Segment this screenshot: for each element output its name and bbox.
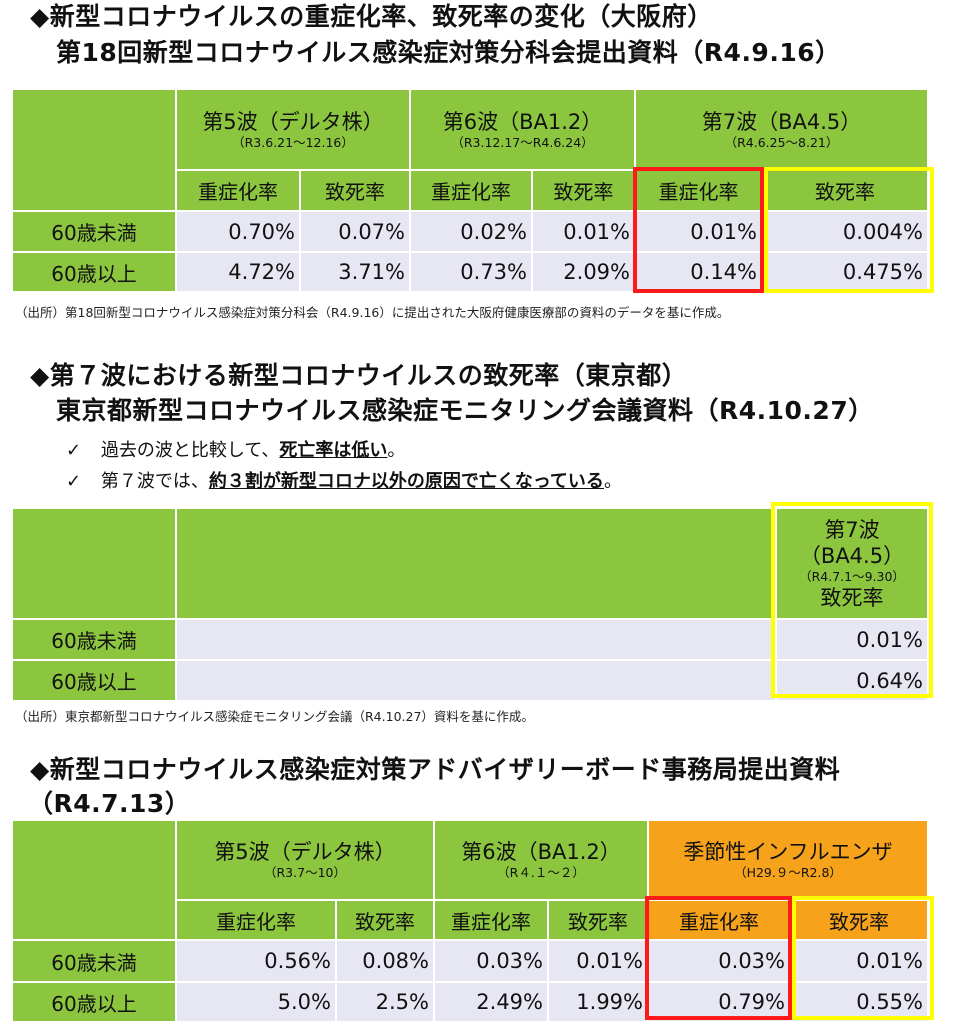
section1-title-line2: 第18回新型コロナウイルス感染症対策分科会提出資料（R4.9.16） [56, 38, 841, 67]
value-cell: 2.5% [336, 982, 434, 1022]
value-cell: 0.64% [776, 660, 928, 701]
row-label: 60歳未満 [12, 619, 176, 660]
value-cell: 0.03% [434, 940, 548, 982]
sub-header-severity: 重症化率 [648, 900, 790, 940]
col-name: 第6波（BA1.2） [442, 109, 603, 134]
value-cell: 5.0% [176, 982, 336, 1022]
check-icon: ✓ [66, 471, 82, 492]
row-label: 60歳以上 [12, 252, 176, 292]
check-icon: ✓ [66, 440, 82, 461]
value-cell: 3.71% [300, 252, 410, 292]
col-header-wave7: 第7波（BA4.5） （R4.6.25～8.21） [635, 89, 928, 170]
col-name: 第5波（デルタ株） [214, 840, 396, 864]
value-cell: 0.01% [776, 619, 928, 660]
sub-header-fatality: 致死率 [820, 585, 884, 610]
col-name: 第7波（BA4.5） [701, 109, 862, 134]
col-name: 第5波（デルタ株） [202, 109, 384, 134]
value-cell: 0.08% [336, 940, 434, 982]
col-header-wave7-tokyo: 第7波 （BA4.5） （R4.7.1～9.30） 致死率 [776, 508, 928, 619]
col-name: 第7波 [824, 517, 880, 542]
row-label: 60歳以上 [12, 660, 176, 701]
section1-title-line1: ◆新型コロナウイルスの重症化率、致死率の変化（大阪府） [30, 2, 713, 31]
col-header-wave6: 第6波（BA1.2） （R４.１～２） [434, 820, 648, 900]
col-period: （R4.6.25～8.21） [724, 134, 839, 150]
col-header-seasonal-flu: 季節性インフルエンザ （H29.９～R2.8） [648, 820, 928, 900]
sub-header-severity: 重症化率 [434, 900, 548, 940]
section2-source-note: （出所）東京都新型コロナウイルス感染症モニタリング会議（R4.10.27）資料を… [15, 709, 534, 724]
value-cell: 0.07% [300, 211, 410, 252]
value-cell: 0.70% [176, 211, 300, 252]
corner-cell [12, 89, 176, 211]
col-period: （R4.7.1～9.30） [799, 568, 905, 584]
bullet-text: 過去の波と比較して、 [100, 440, 280, 461]
bullet-text: 第７波では、 [100, 471, 209, 492]
value-cell: 0.55% [790, 982, 928, 1022]
bullet-emphasis: 死亡率は低い [279, 440, 388, 461]
value-cell: 0.14% [635, 252, 762, 292]
bullet-text-end: 。 [387, 440, 406, 461]
col-name-variant: （BA4.5） [799, 543, 905, 568]
col-period: （R3.6.21～12.16） [232, 134, 354, 150]
sub-header-severity: 重症化率 [410, 170, 532, 211]
sub-header-severity: 重症化率 [176, 170, 300, 211]
bullet-text-end: 。 [603, 471, 622, 492]
sub-header-fatality: 致死率 [790, 900, 928, 940]
col-period: （R3.7～10） [264, 865, 346, 880]
sub-header-fatality: 致死率 [532, 170, 635, 211]
col-name: 季節性インフルエンザ [683, 840, 893, 864]
value-cell: 0.79% [648, 982, 790, 1022]
bullet-emphasis: 約３割が新型コロナ以外の原因で亡くなっている [208, 471, 604, 492]
sub-header-fatality: 致死率 [300, 170, 410, 211]
bullet-item: ✓ 第７波では、約３割が新型コロナ以外の原因で亡くなっている。 [66, 467, 622, 493]
section3-title-line2: （R4.7.13） [28, 789, 191, 818]
col-period: （R４.１～２） [497, 865, 585, 880]
sub-header-fatality: 致死率 [336, 900, 434, 940]
sub-header-severity: 重症化率 [176, 900, 336, 940]
value-cell: 0.475% [762, 252, 928, 292]
corner-cell [12, 820, 176, 940]
sub-header-fatality: 致死率 [762, 170, 928, 211]
row-label: 60歳以上 [12, 982, 176, 1022]
value-cell: 0.01% [790, 940, 928, 982]
blank-cell [176, 660, 776, 701]
value-cell: 2.49% [434, 982, 548, 1022]
row-label: 60歳未満 [12, 211, 176, 252]
col-period: （R3.12.17～R4.6.24） [451, 134, 594, 150]
value-cell: 0.56% [176, 940, 336, 982]
row-label: 60歳未満 [12, 940, 176, 982]
value-cell: 0.03% [648, 940, 790, 982]
blank-header [176, 508, 776, 619]
value-cell: 0.01% [532, 211, 635, 252]
value-cell: 2.09% [532, 252, 635, 292]
section2-title-line1: ◆第７波における新型コロナウイルスの致死率（東京都） [30, 361, 688, 390]
value-cell: 1.99% [548, 982, 648, 1022]
value-cell: 0.73% [410, 252, 532, 292]
section2-title-line2: 東京都新型コロナウイルス感染症モニタリング会議資料（R4.10.27） [56, 396, 874, 425]
col-name: 第6波（BA1.2） [461, 840, 621, 864]
value-cell: 0.004% [762, 211, 928, 252]
value-cell: 0.01% [635, 211, 762, 252]
col-header-wave5: 第5波（デルタ株） （R3.6.21～12.16） [176, 89, 410, 170]
corner-cell [12, 508, 176, 619]
section3-title-line1: ◆新型コロナウイルス感染症対策アドバイザリーボード事務局提出資料 [30, 755, 841, 784]
value-cell: 0.02% [410, 211, 532, 252]
section1-source-note: （出所）第18回新型コロナウイルス感染症対策分科会（R4.9.16）に提出された… [15, 305, 730, 320]
sub-header-fatality: 致死率 [548, 900, 648, 940]
col-header-wave5: 第5波（デルタ株） （R3.7～10） [176, 820, 434, 900]
bullet-item: ✓ 過去の波と比較して、死亡率は低い。 [66, 436, 405, 462]
col-period: （H29.９～R2.8） [734, 865, 842, 880]
value-cell: 4.72% [176, 252, 300, 292]
sub-header-severity: 重症化率 [635, 170, 762, 211]
value-cell: 0.01% [548, 940, 648, 982]
col-header-wave6: 第6波（BA1.2） （R3.12.17～R4.6.24） [410, 89, 635, 170]
blank-cell [176, 619, 776, 660]
